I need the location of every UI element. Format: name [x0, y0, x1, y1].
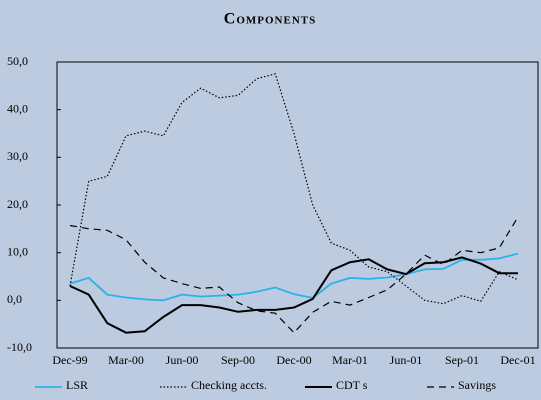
- series-line: [69, 256, 518, 334]
- x-tick-label: Sep-00: [221, 353, 255, 367]
- series-line: [69, 216, 519, 334]
- y-tick-label: 10,0: [7, 244, 28, 258]
- x-tick-label: Mar-01: [332, 353, 368, 367]
- legend-label: CDT s: [336, 378, 368, 392]
- y-tick-label: 30,0: [7, 149, 28, 163]
- series-line: [69, 73, 519, 305]
- y-tick-label: 50,0: [7, 54, 28, 68]
- x-tick-label: Dec-01: [500, 353, 535, 367]
- legend-label: Savings: [458, 378, 496, 392]
- x-tick-label: Dec-99: [52, 353, 87, 367]
- x-tick-label: Sep-01: [445, 353, 479, 367]
- x-tick-label: Mar-00: [108, 353, 144, 367]
- x-tick-label: Dec-00: [276, 353, 311, 367]
- chart-title: Components: [224, 11, 316, 28]
- series-line: [69, 252, 519, 302]
- legend-label: LSR: [66, 378, 88, 392]
- legend-label: Checking accts.: [191, 378, 267, 392]
- y-tick-label: 40,0: [7, 101, 28, 115]
- x-tick-label: Jun-00: [166, 353, 199, 367]
- y-tick-label: 20,0: [7, 197, 28, 211]
- y-tick-label: 0,0: [7, 292, 22, 306]
- y-tick-label: -10,0: [7, 340, 32, 354]
- x-tick-label: Jun-01: [390, 353, 423, 367]
